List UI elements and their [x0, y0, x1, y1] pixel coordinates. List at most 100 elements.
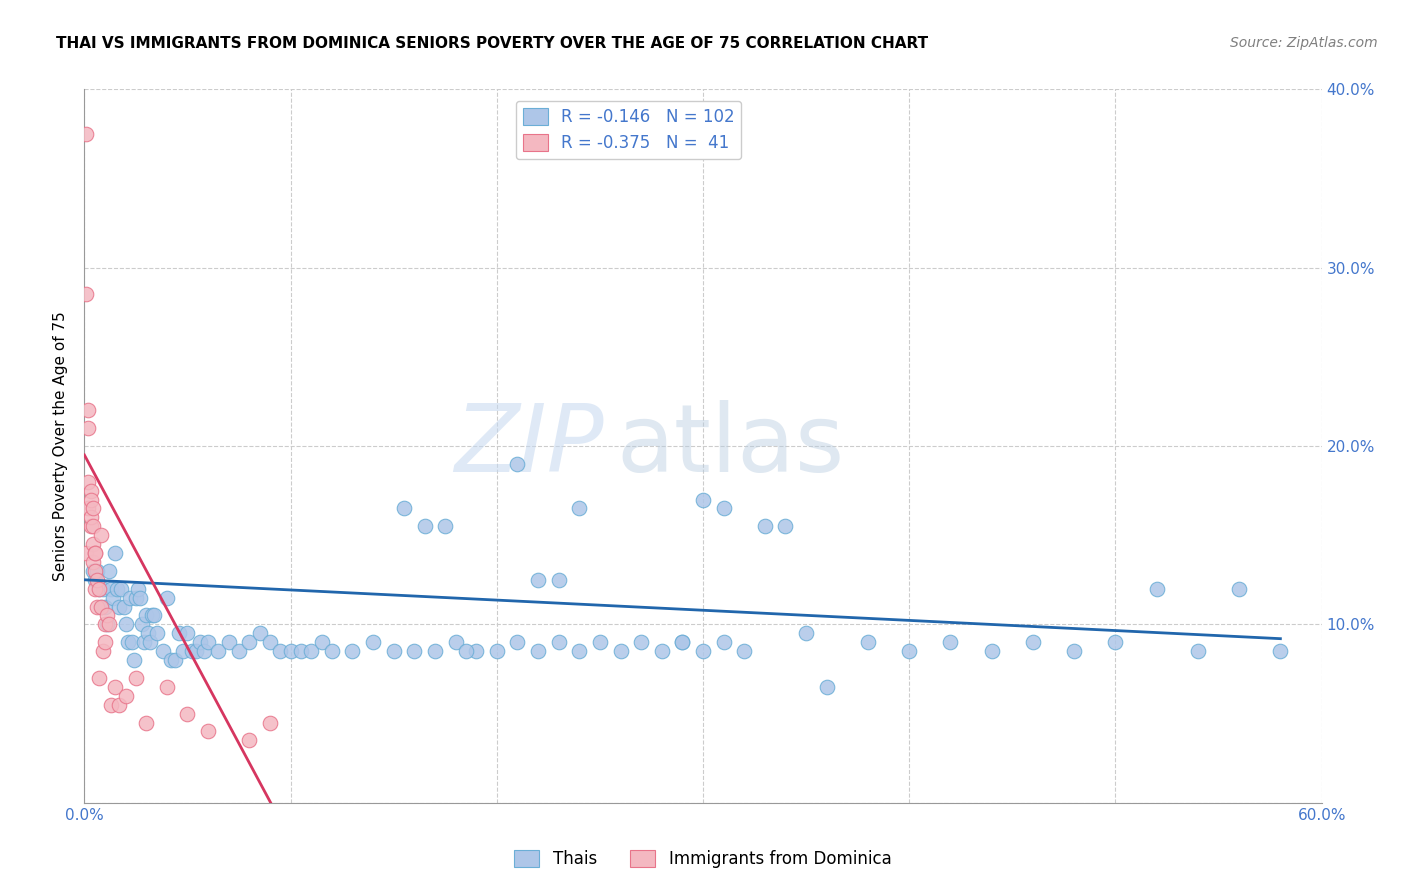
Point [713, 635, 735, 649]
Point [238, 635, 260, 649]
Point [609, 644, 631, 658]
Point [94, 635, 117, 649]
Point [733, 644, 755, 658]
Point [143, 608, 166, 623]
Point [589, 635, 612, 649]
Point [156, 680, 179, 694]
Point [100, 582, 122, 596]
Point [423, 644, 446, 658]
Point [898, 644, 921, 658]
Point [444, 635, 467, 649]
Point [165, 653, 187, 667]
Point [104, 546, 127, 560]
Point [156, 591, 179, 605]
Point [79, 492, 101, 507]
Point [856, 635, 879, 649]
Point [131, 617, 153, 632]
Point [1227, 582, 1250, 596]
Point [815, 680, 838, 694]
Point [117, 635, 139, 649]
Text: ZIP: ZIP [454, 401, 605, 491]
Point [404, 644, 426, 658]
Point [96, 617, 118, 632]
Point [193, 644, 215, 658]
Point [125, 591, 148, 605]
Point [135, 608, 157, 623]
Point [87, 671, 110, 685]
Point [713, 501, 735, 516]
Point [108, 599, 131, 614]
Point [94, 599, 117, 614]
Point [506, 635, 529, 649]
Point [79, 510, 101, 524]
Point [259, 715, 281, 730]
Legend: Thais, Immigrants from Dominica: Thais, Immigrants from Dominica [508, 843, 898, 875]
Point [83, 573, 105, 587]
Point [83, 546, 105, 560]
Point [197, 724, 219, 739]
Point [692, 492, 714, 507]
Point [114, 617, 136, 632]
Point [145, 626, 167, 640]
Point [434, 519, 457, 533]
Point [86, 564, 108, 578]
Point [311, 635, 333, 649]
Point [82, 555, 104, 569]
Point [188, 635, 211, 649]
Text: THAI VS IMMIGRANTS FROM DOMINICA SENIORS POVERTY OVER THE AGE OF 75 CORRELATION : THAI VS IMMIGRANTS FROM DOMINICA SENIORS… [56, 36, 928, 51]
Point [184, 644, 207, 658]
Point [568, 644, 591, 658]
Point [129, 591, 152, 605]
Point [122, 653, 145, 667]
Point [939, 635, 962, 649]
Point [547, 573, 569, 587]
Point [91, 644, 114, 658]
Point [90, 599, 112, 614]
Point [167, 626, 190, 640]
Point [671, 635, 693, 649]
Point [105, 582, 128, 596]
Point [180, 644, 202, 658]
Point [413, 519, 436, 533]
Point [77, 501, 100, 516]
Point [299, 644, 322, 658]
Point [249, 626, 271, 640]
Point [465, 644, 488, 658]
Point [125, 671, 148, 685]
Point [83, 582, 105, 596]
Point [86, 599, 108, 614]
Point [794, 626, 817, 640]
Point [568, 501, 591, 516]
Point [754, 519, 776, 533]
Point [108, 698, 131, 712]
Point [547, 635, 569, 649]
Point [152, 644, 174, 658]
Point [75, 546, 97, 560]
Point [527, 573, 550, 587]
Point [454, 644, 477, 658]
Point [176, 626, 198, 640]
Point [86, 573, 108, 587]
Point [269, 644, 291, 658]
Point [160, 653, 183, 667]
Point [112, 599, 135, 614]
Point [82, 564, 104, 578]
Point [77, 475, 100, 489]
Legend: R = -0.146   N = 102, R = -0.375   N =  41: R = -0.146 N = 102, R = -0.375 N = 41 [516, 101, 741, 159]
Point [79, 519, 101, 533]
Point [90, 528, 112, 542]
Point [82, 519, 104, 533]
Point [671, 635, 693, 649]
Point [218, 635, 240, 649]
Point [75, 127, 97, 141]
Point [238, 733, 260, 747]
Point [91, 582, 114, 596]
Point [980, 644, 1002, 658]
Point [77, 403, 100, 417]
Point [1022, 635, 1045, 649]
Point [172, 644, 194, 658]
Point [103, 591, 125, 605]
Point [342, 644, 364, 658]
Point [259, 635, 281, 649]
Point [692, 644, 714, 658]
